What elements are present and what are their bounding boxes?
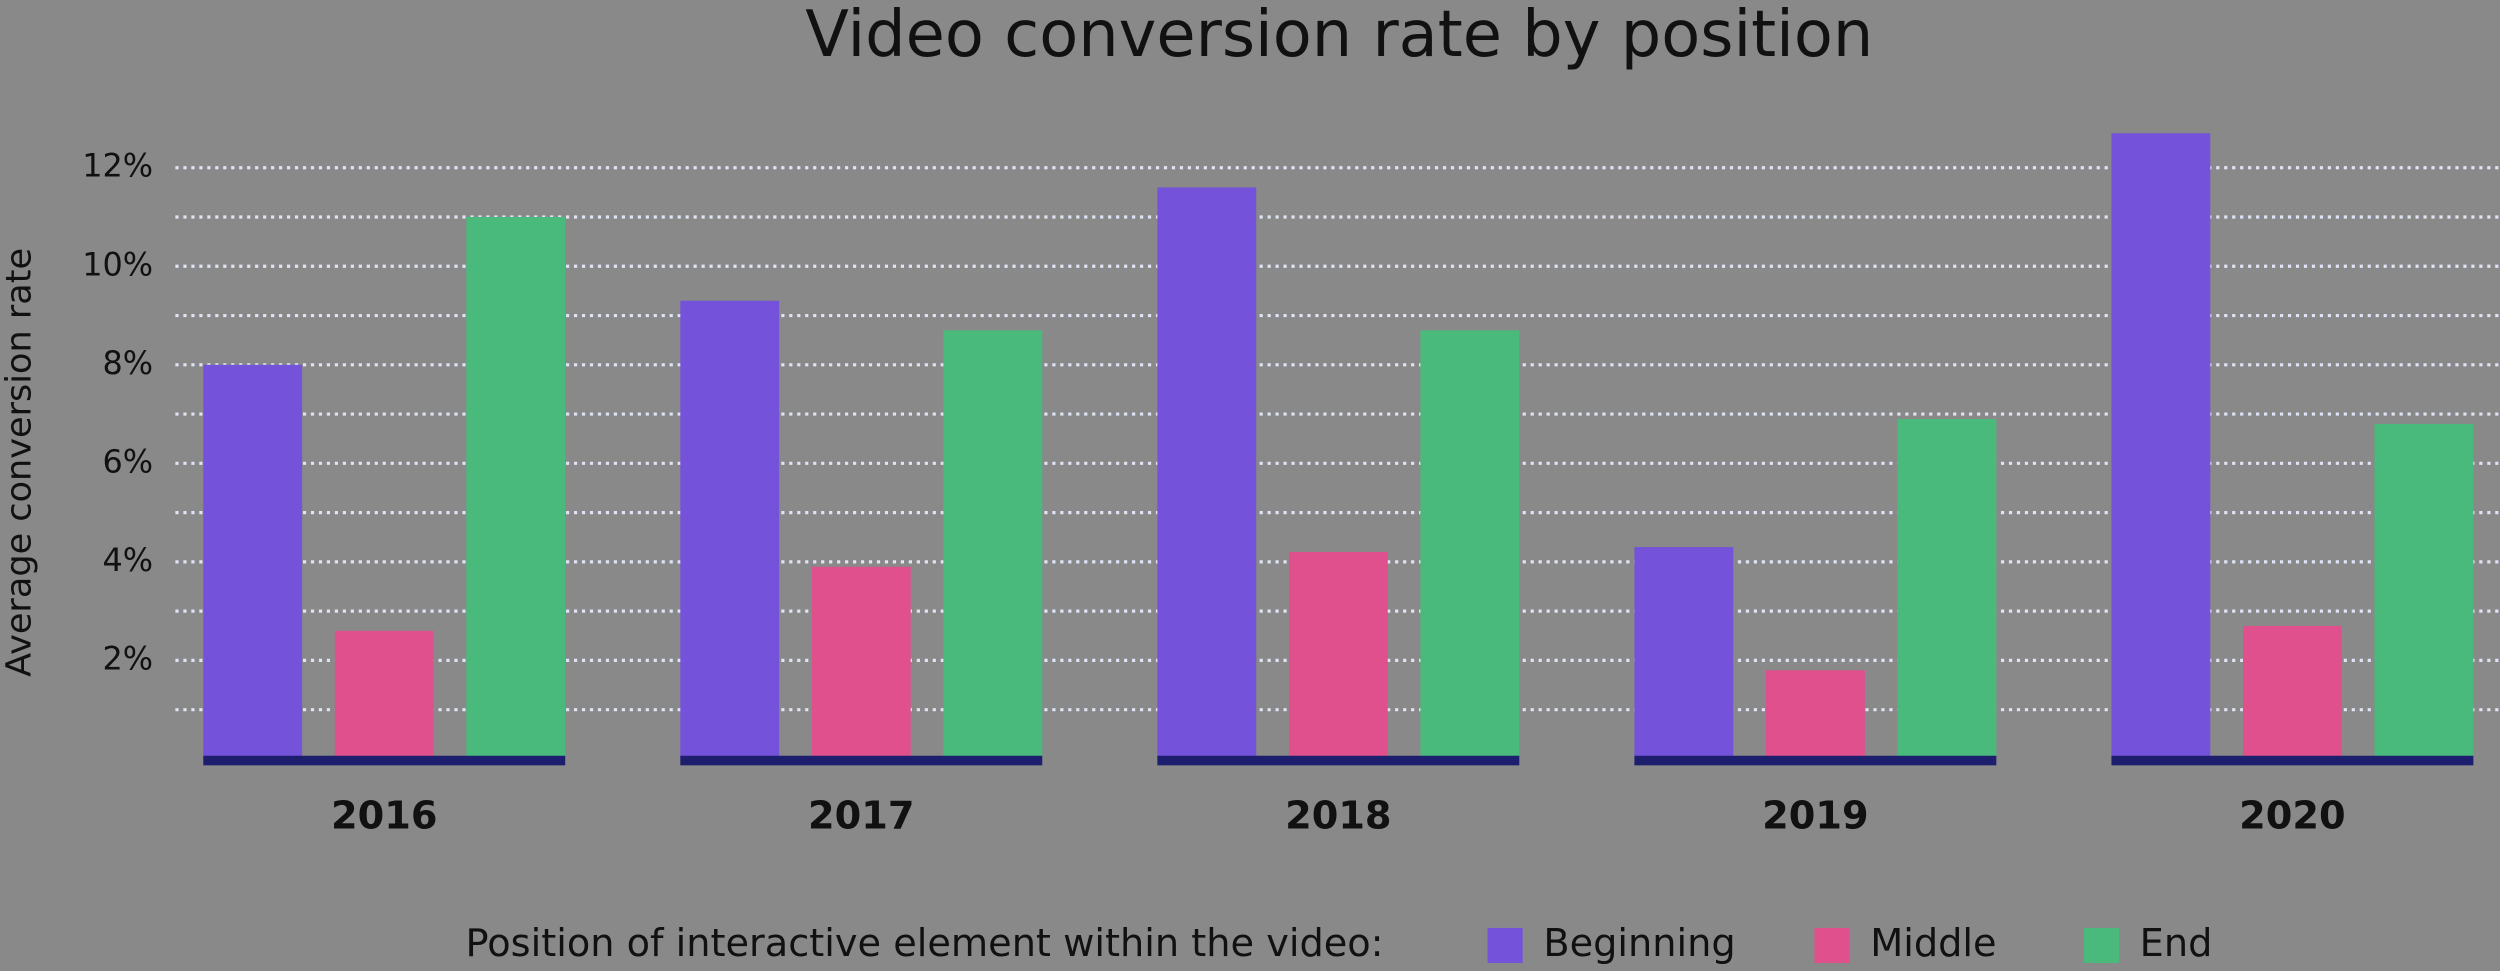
legend-swatch bbox=[1487, 927, 1523, 964]
bar bbox=[680, 300, 780, 759]
y-tick-label: 10% bbox=[82, 245, 153, 283]
x-tick-label: 2020 bbox=[2239, 793, 2345, 838]
baseline bbox=[680, 755, 1043, 766]
baseline bbox=[1157, 755, 1520, 766]
bar bbox=[943, 330, 1043, 759]
legend-label: Beginning bbox=[1543, 921, 1735, 966]
x-tick-label: 2019 bbox=[1762, 793, 1868, 838]
bar bbox=[2242, 625, 2342, 759]
bar bbox=[1288, 552, 1388, 759]
x-tick-label: 2018 bbox=[1285, 793, 1391, 838]
legend-label: Middle bbox=[1870, 921, 1996, 966]
legend-label: End bbox=[2140, 921, 2213, 966]
legend-swatch bbox=[2083, 927, 2119, 964]
bar bbox=[1157, 187, 1257, 759]
baseline bbox=[2111, 755, 2474, 766]
y-axis-label: Average conversion rate bbox=[0, 248, 40, 677]
x-tick-label: 2017 bbox=[808, 793, 914, 838]
bar bbox=[203, 364, 303, 759]
y-tick-label: 2% bbox=[102, 639, 153, 677]
y-tick-label: 6% bbox=[102, 442, 153, 480]
bar bbox=[1897, 418, 1997, 759]
bar bbox=[466, 217, 566, 759]
bar bbox=[811, 566, 911, 759]
baseline bbox=[203, 755, 566, 766]
legend-swatch bbox=[1814, 927, 1850, 964]
bar bbox=[1765, 670, 1865, 759]
x-tick-label: 2016 bbox=[331, 793, 437, 838]
legend-title: Position of interactive element within t… bbox=[466, 921, 1384, 966]
bar bbox=[1420, 330, 1520, 759]
bar bbox=[2374, 423, 2474, 759]
bar bbox=[1634, 547, 1734, 759]
baseline bbox=[1634, 755, 1997, 766]
y-tick-label: 4% bbox=[102, 541, 153, 579]
chart-title: Video conversion rate by position bbox=[805, 0, 1873, 72]
bar bbox=[2111, 133, 2211, 759]
y-tick-label: 8% bbox=[102, 344, 153, 382]
bar bbox=[334, 630, 434, 759]
y-tick-label: 12% bbox=[82, 147, 153, 185]
